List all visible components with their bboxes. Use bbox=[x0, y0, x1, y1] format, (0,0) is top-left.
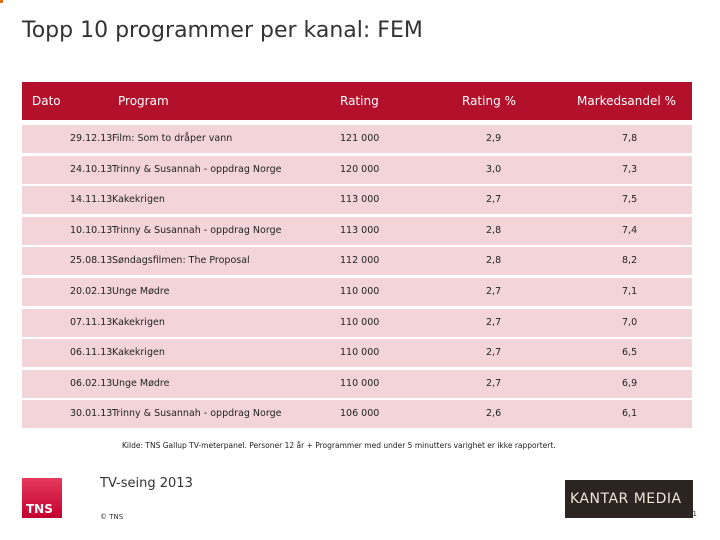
table-cell: 121 000 bbox=[340, 133, 380, 144]
table-cell: 6,5 bbox=[622, 347, 638, 359]
table-cell: Trinny & Susannah - oppdrag Norge bbox=[112, 224, 282, 236]
table-cell: 112 000 bbox=[340, 255, 380, 267]
column-header: Rating bbox=[340, 94, 379, 108]
table-cell: 110 000 bbox=[340, 347, 380, 359]
table-row bbox=[22, 155, 692, 184]
table-cell: Trinny & Susannah - oppdrag Norge bbox=[112, 408, 282, 420]
table-row bbox=[22, 216, 692, 245]
table-cell: 110 000 bbox=[340, 377, 380, 389]
table-cell: Unge Mødre bbox=[112, 377, 170, 389]
table-cell: 2,7 bbox=[486, 286, 502, 297]
kantar-logo bbox=[565, 480, 693, 518]
table-cell: 2,7 bbox=[486, 316, 502, 328]
table-row bbox=[22, 125, 692, 153]
table-row bbox=[22, 247, 692, 276]
table-cell: 7,8 bbox=[622, 133, 638, 144]
table-row bbox=[22, 308, 692, 337]
table-cell: 30.01.13 bbox=[70, 408, 113, 420]
accent bbox=[0, 0, 3, 3]
table-cell: 06.02.13 bbox=[70, 377, 113, 389]
table-cell: Film: Som to dråper vann bbox=[112, 133, 233, 144]
table-cell: 10.10.13 bbox=[70, 224, 113, 236]
table-row bbox=[22, 400, 692, 429]
column-header: Dato bbox=[32, 94, 61, 108]
table-cell: 07.11.13 bbox=[70, 316, 113, 328]
table-cell: Kakekrigen bbox=[112, 316, 165, 328]
table-cell: 3,0 bbox=[486, 163, 502, 175]
table-cell: 2,7 bbox=[486, 194, 502, 206]
slide-title: Topp 10 programmer per kanal: FEM bbox=[22, 18, 423, 43]
table-cell: Kakekrigen bbox=[112, 347, 165, 359]
column-header: Markedsandel % bbox=[577, 94, 676, 108]
table-cell: 25.08.13 bbox=[70, 255, 113, 267]
kantar-logo-text: KANTAR MEDIA bbox=[570, 491, 682, 507]
table-cell: 113 000 bbox=[340, 224, 380, 236]
table-cell: 7,1 bbox=[622, 286, 638, 297]
table-cell: Unge Mødre bbox=[112, 286, 170, 297]
column-header: Program bbox=[118, 94, 169, 108]
table-cell: Trinny & Susannah - oppdrag Norge bbox=[112, 163, 282, 175]
page-number: 21 bbox=[688, 510, 697, 518]
table-cell: 110 000 bbox=[340, 316, 380, 328]
table-cell: 7,4 bbox=[622, 224, 638, 236]
tns-logo-text: TNS bbox=[26, 502, 53, 516]
table-cell: 120 000 bbox=[340, 163, 380, 175]
table-cell: 2,7 bbox=[486, 377, 502, 389]
table-cell: 7,5 bbox=[622, 194, 638, 206]
column-header: Rating % bbox=[462, 94, 516, 108]
table-cell: 7,0 bbox=[622, 316, 638, 328]
table-cell: 29.12.13 bbox=[70, 133, 113, 144]
table-cell: 2,9 bbox=[486, 133, 502, 144]
table-cell: 6,1 bbox=[622, 408, 638, 420]
table-cell: 8,2 bbox=[622, 255, 638, 267]
table-row bbox=[22, 339, 692, 368]
table-row bbox=[22, 186, 692, 215]
table-cell: 14.11.13 bbox=[70, 194, 113, 206]
table-cell: 2,7 bbox=[486, 347, 502, 359]
tns-logo bbox=[22, 478, 62, 518]
table-cell: 2,8 bbox=[486, 224, 502, 236]
table-cell: Kakekrigen bbox=[112, 194, 165, 206]
table-cell: Søndagsfilmen: The Proposal bbox=[112, 255, 250, 267]
table-cell: 24.10.13 bbox=[70, 163, 113, 175]
footer-title: TV-seing 2013 bbox=[100, 476, 193, 491]
table-row bbox=[22, 278, 692, 306]
table-cell: 110 000 bbox=[340, 286, 380, 297]
table-cell: 2,8 bbox=[486, 255, 502, 267]
table-cell: 20.02.13 bbox=[70, 286, 113, 297]
table-cell: 7,3 bbox=[622, 163, 638, 175]
table-cell: 113 000 bbox=[340, 194, 380, 206]
copyright: © TNS bbox=[100, 513, 124, 521]
source-note: Kilde: TNS Gallup TV-meterpanel. Persone… bbox=[122, 441, 556, 450]
table-cell: 106 000 bbox=[340, 408, 380, 420]
table-row bbox=[22, 369, 692, 398]
table-cell: 2,6 bbox=[486, 408, 502, 420]
table-cell: 06.11.13 bbox=[70, 347, 113, 359]
table-header bbox=[22, 82, 692, 120]
table-cell: 6,9 bbox=[622, 377, 638, 389]
